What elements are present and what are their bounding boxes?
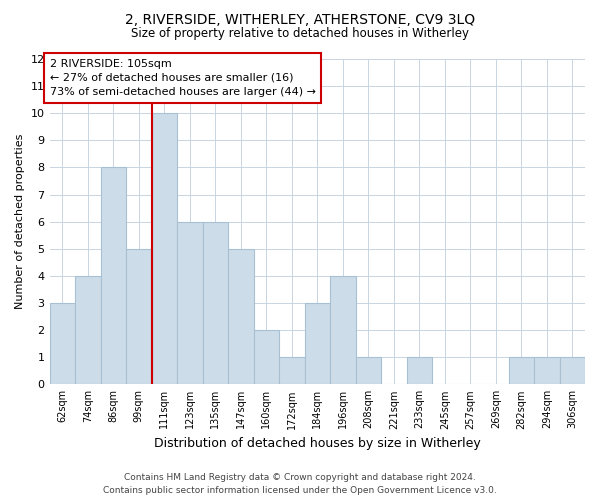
Bar bbox=[509, 357, 534, 384]
Y-axis label: Number of detached properties: Number of detached properties bbox=[15, 134, 25, 310]
Bar bbox=[560, 357, 585, 384]
Bar bbox=[407, 357, 432, 384]
Bar bbox=[534, 357, 560, 384]
Bar bbox=[305, 303, 330, 384]
Bar bbox=[126, 249, 152, 384]
Bar bbox=[152, 113, 177, 384]
X-axis label: Distribution of detached houses by size in Witherley: Distribution of detached houses by size … bbox=[154, 437, 481, 450]
Bar bbox=[279, 357, 305, 384]
Bar bbox=[228, 249, 254, 384]
Bar bbox=[254, 330, 279, 384]
Text: 2, RIVERSIDE, WITHERLEY, ATHERSTONE, CV9 3LQ: 2, RIVERSIDE, WITHERLEY, ATHERSTONE, CV9… bbox=[125, 12, 475, 26]
Text: Contains HM Land Registry data © Crown copyright and database right 2024.
Contai: Contains HM Land Registry data © Crown c… bbox=[103, 474, 497, 495]
Bar bbox=[330, 276, 356, 384]
Bar bbox=[50, 303, 75, 384]
Bar bbox=[101, 168, 126, 384]
Bar bbox=[203, 222, 228, 384]
Bar bbox=[356, 357, 381, 384]
Bar bbox=[75, 276, 101, 384]
Text: Size of property relative to detached houses in Witherley: Size of property relative to detached ho… bbox=[131, 28, 469, 40]
Text: 2 RIVERSIDE: 105sqm
← 27% of detached houses are smaller (16)
73% of semi-detach: 2 RIVERSIDE: 105sqm ← 27% of detached ho… bbox=[50, 59, 316, 97]
Bar bbox=[177, 222, 203, 384]
